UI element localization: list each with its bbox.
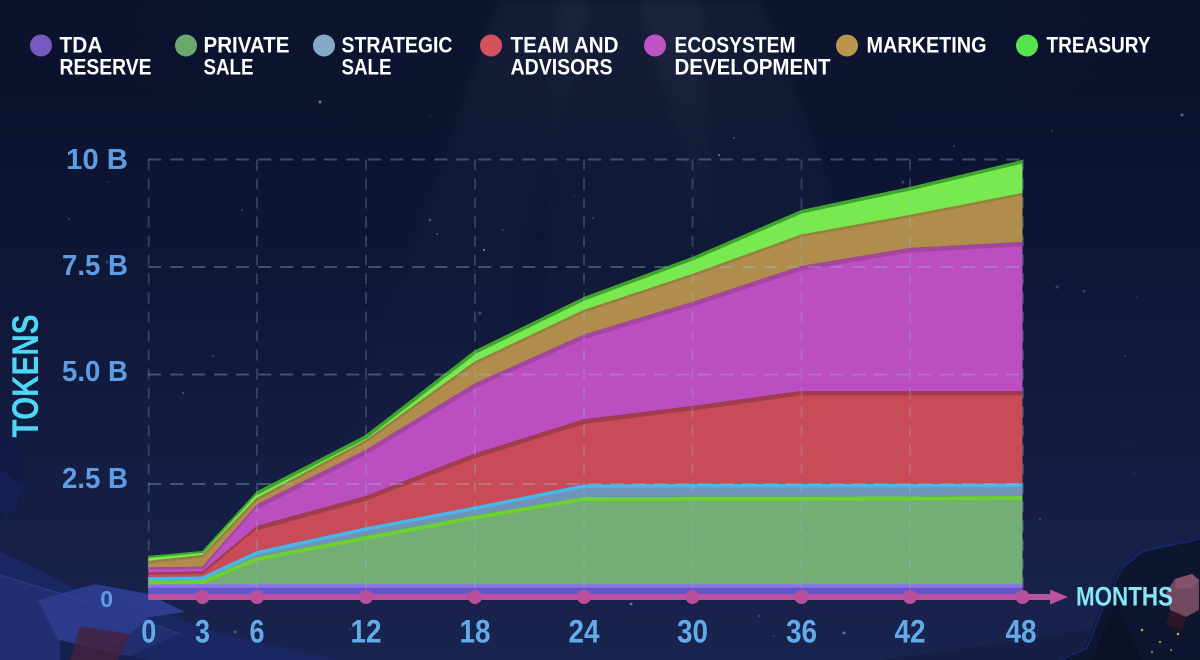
svg-text:SALE: SALE <box>204 55 254 80</box>
svg-text:TOKENS: TOKENS <box>5 315 46 438</box>
svg-text:0: 0 <box>100 586 113 612</box>
svg-text:5.0 B: 5.0 B <box>62 356 128 388</box>
svg-text:36: 36 <box>786 614 817 650</box>
svg-text:6: 6 <box>250 614 265 650</box>
svg-text:ECOSYSTEM: ECOSYSTEM <box>675 33 796 58</box>
svg-text:2.5 B: 2.5 B <box>62 463 128 495</box>
svg-text:12: 12 <box>351 614 382 650</box>
svg-text:30: 30 <box>677 614 708 650</box>
svg-text:ADVISORS: ADVISORS <box>511 55 613 80</box>
svg-text:PRIVATE: PRIVATE <box>204 33 290 58</box>
svg-text:7.5 B: 7.5 B <box>62 250 128 282</box>
svg-text:42: 42 <box>895 614 926 650</box>
svg-text:TEAM AND: TEAM AND <box>511 33 619 58</box>
svg-text:24: 24 <box>569 614 600 650</box>
svg-text:TREASURY: TREASURY <box>1047 33 1151 58</box>
svg-text:3: 3 <box>195 614 210 650</box>
svg-text:10 B: 10 B <box>66 144 128 176</box>
svg-text:MARKETING: MARKETING <box>867 33 987 58</box>
svg-text:MONTHS: MONTHS <box>1076 582 1173 612</box>
svg-text:RESERVE: RESERVE <box>60 55 152 80</box>
svg-text:18: 18 <box>460 614 491 650</box>
svg-text:0: 0 <box>141 614 156 650</box>
svg-text:TDA: TDA <box>60 33 103 58</box>
svg-text:48: 48 <box>1006 614 1037 650</box>
svg-text:DEVELOPMENT: DEVELOPMENT <box>675 55 831 80</box>
svg-text:STRATEGIC: STRATEGIC <box>342 33 453 58</box>
svg-text:SALE: SALE <box>342 55 392 80</box>
